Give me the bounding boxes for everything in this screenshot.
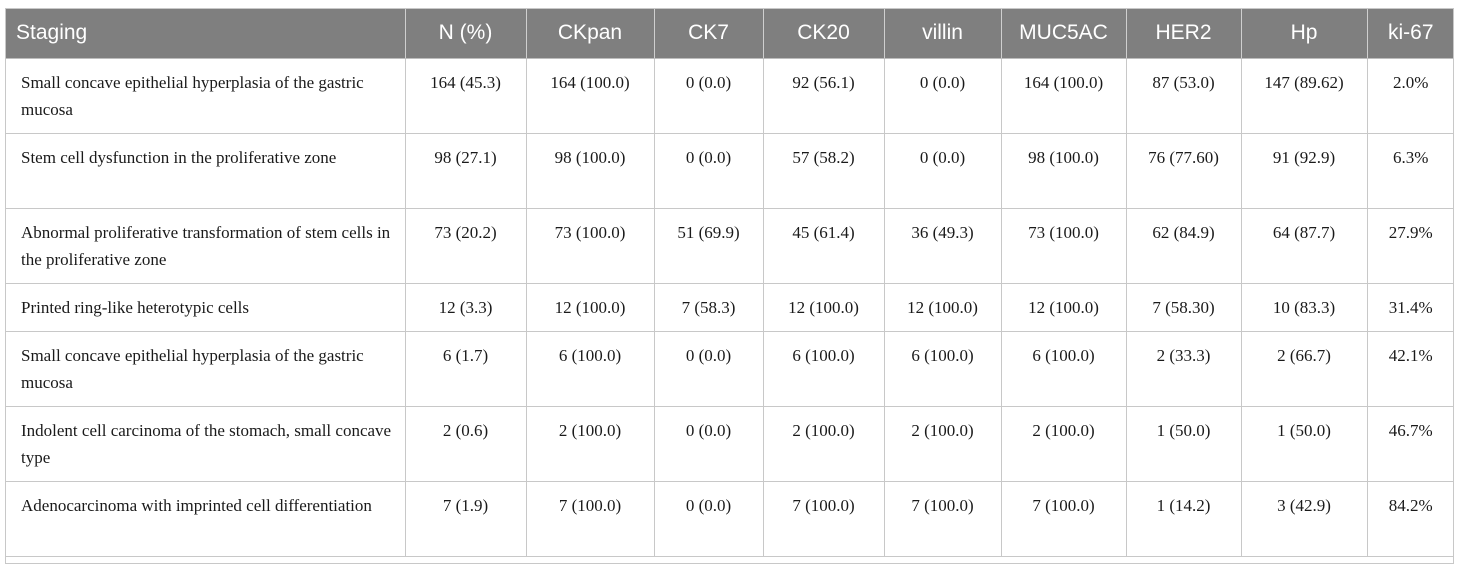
cell-ck20: 92 (56.1) [763,58,885,134]
table-row: Adenocarcinoma with imprinted cell diffe… [5,481,1454,557]
cell-ck7: 0 (0.0) [654,331,764,407]
cell-staging: Adenocarcinoma with imprinted cell diffe… [5,481,406,557]
cell-muc5ac: 2 (100.0) [1001,406,1127,482]
cell-villin: 7 (100.0) [884,481,1002,557]
table-row: Indolent cell carcinoma of the stomach, … [5,406,1454,482]
cell-hp: 64 (87.7) [1241,208,1368,284]
cell-n-percent: 12 (3.3) [405,283,527,332]
cell-staging: Stem cell dysfunction in the proliferati… [5,133,406,209]
cell-muc5ac: 98 (100.0) [1001,133,1127,209]
header-ki67: ki-67 [1367,8,1454,59]
header-row: Staging N (%) CKpan CK7 CK20 villin MUC5… [5,8,1454,59]
cell-hp: 91 (92.9) [1241,133,1368,209]
table-container: Staging N (%) CKpan CK7 CK20 villin MUC5… [5,8,1454,564]
cell-n-percent: 6 (1.7) [405,331,527,407]
cell-ck20: 6 (100.0) [763,331,885,407]
cell-ck7: 0 (0.0) [654,58,764,134]
cell-staging: Indolent cell carcinoma of the stomach, … [5,406,406,482]
staging-table: Staging N (%) CKpan CK7 CK20 villin MUC5… [5,8,1454,557]
cell-her2: 87 (53.0) [1126,58,1242,134]
cell-ck7: 51 (69.9) [654,208,764,284]
cell-ki67: 6.3% [1367,133,1454,209]
cell-staging: Printed ring-like heterotypic cells [5,283,406,332]
table-row: Stem cell dysfunction in the proliferati… [5,133,1454,209]
cell-muc5ac: 164 (100.0) [1001,58,1127,134]
header-ck7: CK7 [654,8,764,59]
cell-ckpan: 164 (100.0) [526,58,655,134]
cell-staging: Abnormal proliferative transformation of… [5,208,406,284]
table-row: Printed ring-like heterotypic cells 12 (… [5,283,1454,332]
cell-n-percent: 2 (0.6) [405,406,527,482]
cell-ki67: 31.4% [1367,283,1454,332]
cell-ki67: 42.1% [1367,331,1454,407]
header-ck20: CK20 [763,8,885,59]
cell-ck20: 45 (61.4) [763,208,885,284]
cell-villin: 2 (100.0) [884,406,1002,482]
cell-ckpan: 6 (100.0) [526,331,655,407]
cell-muc5ac: 12 (100.0) [1001,283,1127,332]
cell-villin: 0 (0.0) [884,58,1002,134]
cell-hp: 3 (42.9) [1241,481,1368,557]
cell-villin: 6 (100.0) [884,331,1002,407]
header-muc5ac: MUC5AC [1001,8,1127,59]
cell-ck7: 7 (58.3) [654,283,764,332]
header-villin: villin [884,8,1002,59]
cell-ck20: 12 (100.0) [763,283,885,332]
table-row: Small concave epithelial hyperplasia of … [5,331,1454,407]
cell-muc5ac: 6 (100.0) [1001,331,1127,407]
cell-staging: Small concave epithelial hyperplasia of … [5,58,406,134]
header-ckpan: CKpan [526,8,655,59]
cell-ck20: 57 (58.2) [763,133,885,209]
cell-n-percent: 164 (45.3) [405,58,527,134]
cell-her2: 2 (33.3) [1126,331,1242,407]
cell-ckpan: 12 (100.0) [526,283,655,332]
cell-hp: 10 (83.3) [1241,283,1368,332]
cell-hp: 2 (66.7) [1241,331,1368,407]
cell-villin: 12 (100.0) [884,283,1002,332]
cell-hp: 1 (50.0) [1241,406,1368,482]
cell-n-percent: 98 (27.1) [405,133,527,209]
cell-her2: 62 (84.9) [1126,208,1242,284]
cell-ck20: 7 (100.0) [763,481,885,557]
cell-ck7: 0 (0.0) [654,481,764,557]
cell-her2: 1 (50.0) [1126,406,1242,482]
cell-ckpan: 98 (100.0) [526,133,655,209]
cell-her2: 7 (58.30) [1126,283,1242,332]
cell-villin: 36 (49.3) [884,208,1002,284]
cell-n-percent: 73 (20.2) [405,208,527,284]
cell-muc5ac: 73 (100.0) [1001,208,1127,284]
table-row: Small concave epithelial hyperplasia of … [5,58,1454,134]
cell-muc5ac: 7 (100.0) [1001,481,1127,557]
cell-ki67: 2.0% [1367,58,1454,134]
cell-ckpan: 73 (100.0) [526,208,655,284]
cell-ki67: 27.9% [1367,208,1454,284]
cell-ck7: 0 (0.0) [654,133,764,209]
cell-ckpan: 2 (100.0) [526,406,655,482]
header-n-percent: N (%) [405,8,527,59]
cell-ck20: 2 (100.0) [763,406,885,482]
cell-ck7: 0 (0.0) [654,406,764,482]
table-row: Abnormal proliferative transformation of… [5,208,1454,284]
cell-n-percent: 7 (1.9) [405,481,527,557]
cell-ckpan: 7 (100.0) [526,481,655,557]
cell-her2: 76 (77.60) [1126,133,1242,209]
cell-ki67: 84.2% [1367,481,1454,557]
cell-staging: Small concave epithelial hyperplasia of … [5,331,406,407]
header-hp: Hp [1241,8,1368,59]
cell-ki67: 46.7% [1367,406,1454,482]
header-her2: HER2 [1126,8,1242,59]
cell-villin: 0 (0.0) [884,133,1002,209]
cell-her2: 1 (14.2) [1126,481,1242,557]
header-staging: Staging [5,8,406,59]
cell-hp: 147 (89.62) [1241,58,1368,134]
